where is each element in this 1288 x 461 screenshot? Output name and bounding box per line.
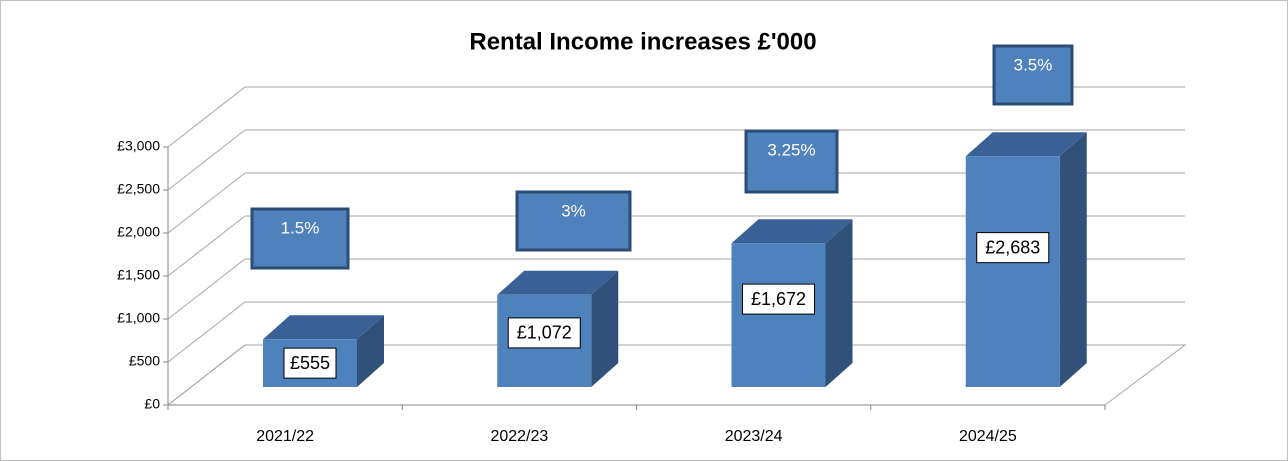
annotation: 3.25%	[767, 140, 815, 159]
value-label: £1,072	[517, 323, 572, 343]
annotation: 3%	[561, 201, 586, 220]
annotation-box	[744, 129, 839, 194]
y-tick-label: £1,000	[117, 310, 160, 326]
annotation-box	[515, 190, 632, 252]
y-tick-label: £500	[129, 353, 160, 369]
bar	[731, 219, 853, 387]
value-label: £1,672	[751, 289, 806, 309]
chart-title: Rental Income increases £'000	[469, 28, 816, 55]
annotation-box	[992, 44, 1074, 106]
value-label-box	[283, 347, 337, 379]
y-tick-label: £3,000	[117, 138, 160, 154]
bar-side	[357, 315, 384, 387]
grid-line	[167, 215, 246, 277]
grid-line	[167, 344, 246, 406]
bar-top	[263, 315, 384, 340]
bar-top	[497, 270, 619, 295]
bar-side	[1059, 132, 1087, 387]
annotation: 1.5%	[281, 218, 320, 237]
grid-line	[167, 129, 246, 191]
value-label-box	[742, 283, 815, 315]
bar-front	[965, 156, 1060, 387]
grid-line	[167, 258, 246, 320]
value-label-box	[976, 232, 1050, 264]
annotation: 3.5%	[1014, 55, 1053, 74]
annotation-box	[250, 207, 350, 270]
bar-top	[731, 219, 853, 244]
bar-side	[591, 270, 619, 387]
x-tick-label: 2022/23	[490, 428, 548, 445]
value-label-box	[507, 317, 581, 349]
x-tick-label: 2023/24	[725, 428, 783, 445]
y-tick-label: £0	[144, 396, 160, 412]
x-tick-label: 2021/22	[256, 428, 314, 445]
grid-line	[167, 86, 246, 148]
x-tick-label: 2024/25	[959, 428, 1017, 445]
value-label: £2,683	[985, 237, 1040, 257]
bar	[965, 132, 1087, 387]
bar-front	[731, 243, 826, 387]
grid-line	[167, 301, 246, 363]
y-tick-label: £1,500	[117, 267, 160, 283]
y-tick-label: £2,000	[117, 224, 160, 240]
y-tick-label: £2,500	[117, 181, 160, 197]
bar-side	[825, 219, 853, 387]
value-label: £555	[290, 353, 330, 373]
bar-top	[965, 132, 1087, 157]
grid-line	[167, 172, 246, 234]
